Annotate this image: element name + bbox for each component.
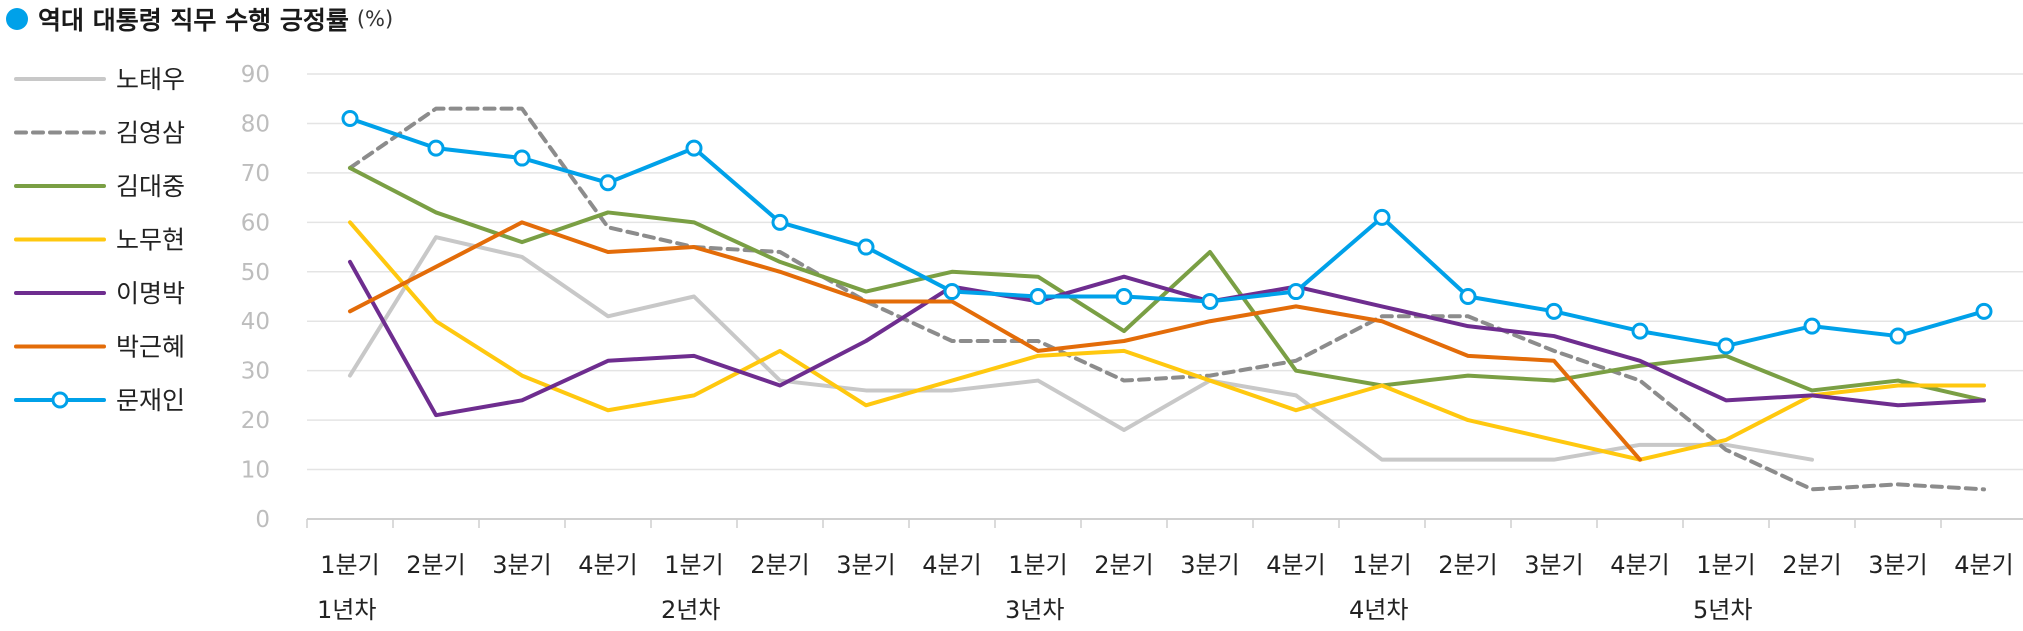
legend-item: 김대중 — [14, 172, 185, 201]
data-point — [427, 139, 445, 157]
series-line — [348, 116, 1986, 348]
data-point — [943, 283, 961, 301]
data-point — [1373, 208, 1391, 226]
data-point — [599, 174, 617, 192]
legend-marker — [51, 391, 69, 409]
x-tick-label: 4분기 — [1954, 551, 2013, 579]
series-line — [348, 259, 1986, 418]
data-point — [1287, 283, 1305, 301]
x-tick-label: 3분기 — [1524, 551, 1583, 579]
legend-item: 김영삼 — [14, 119, 185, 148]
data-point — [1545, 302, 1563, 320]
data-point — [513, 149, 531, 167]
legend-item: 노무현 — [14, 226, 185, 255]
data-point — [1717, 337, 1735, 355]
x-tick-label: 4분기 — [922, 551, 981, 579]
x-tick-label: 1분기 — [1008, 551, 1067, 579]
y-tick-label: 30 — [241, 359, 270, 385]
x-tick-label: 2분기 — [1782, 551, 1841, 579]
y-tick-label: 70 — [241, 161, 270, 187]
x-tick-label: 3분기 — [492, 551, 551, 579]
data-point — [1889, 327, 1907, 345]
y-tick-label: 80 — [241, 111, 270, 137]
legend-item: 문재인 — [14, 386, 185, 415]
legend-label: 박근혜 — [116, 333, 185, 362]
x-tick-label: 4분기 — [1266, 551, 1325, 579]
x-tick-label: 2분기 — [1094, 551, 1153, 579]
data-point — [1631, 322, 1649, 340]
x-tick-label: 2분기 — [750, 551, 809, 579]
legend-item: 이명박 — [14, 279, 185, 308]
series-3 — [348, 220, 1986, 462]
legend-label: 김대중 — [116, 172, 185, 201]
grid-lines — [307, 73, 2023, 520]
series-group — [341, 106, 1993, 492]
series-4 — [348, 259, 1986, 418]
series-line — [348, 165, 1986, 403]
data-point — [685, 139, 703, 157]
series-0 — [348, 235, 1814, 462]
y-tick-label: 90 — [241, 62, 270, 88]
series-line — [348, 235, 1814, 462]
series-2 — [348, 165, 1986, 403]
legend-item: 박근혜 — [14, 333, 185, 362]
legend-label: 김영삼 — [116, 119, 185, 148]
data-point — [1975, 302, 1993, 320]
data-point — [771, 213, 789, 231]
x-tick-label: 3분기 — [836, 551, 895, 579]
legend-label: 문재인 — [116, 386, 185, 415]
x-tick-label: 2분기 — [406, 551, 465, 579]
x-axis: 1분기 2분기 3분기 4분기 1분기 2분기 3분기 4분기 1분기 2분기 3분기 4분기 1분기 2… — [306, 519, 2014, 624]
data-point — [1115, 288, 1133, 305]
chart-title-text: 역대 대통령 직무 수행 긍정률 — [38, 6, 349, 35]
y-tick-label: 50 — [241, 260, 270, 286]
y-tick-label: 40 — [241, 309, 270, 335]
year-label: 5년차 — [1693, 596, 1752, 624]
series-5 — [348, 220, 1642, 462]
year-label: 4년차 — [1349, 596, 1408, 624]
year-label: 3년차 — [1005, 596, 1064, 624]
legend-label: 노태우 — [116, 65, 185, 94]
x-tick-label: 1분기 — [320, 551, 379, 579]
x-tick-label: 4분기 — [1610, 551, 1669, 579]
data-point — [1803, 317, 1821, 335]
series-line — [348, 106, 1986, 492]
y-axis: 0 10 20 30 40 50 60 70 80 90 — [241, 62, 270, 533]
series-line — [348, 220, 1642, 462]
x-tick-label: 1분기 — [664, 551, 723, 579]
x-tick-label: 1분기 — [1352, 551, 1411, 579]
x-tick-label: 1분기 — [1696, 551, 1755, 579]
series-1 — [348, 106, 1986, 492]
year-label: 1년차 — [317, 596, 376, 624]
chart-title: 역대 대통령 직무 수행 긍정률 (%) — [6, 2, 393, 36]
data-point — [1029, 288, 1047, 305]
y-tick-label: 60 — [241, 210, 270, 236]
y-tick-label: 20 — [241, 408, 270, 434]
legend-label: 이명박 — [116, 279, 185, 308]
title-dot-icon — [6, 8, 28, 30]
data-point — [857, 238, 875, 256]
data-point — [341, 110, 359, 127]
series-line — [348, 220, 1986, 462]
legend-item: 노태우 — [14, 65, 185, 94]
x-tick-label: 2분기 — [1438, 551, 1497, 579]
y-tick-label: 10 — [241, 458, 270, 484]
year-label: 2년차 — [661, 596, 720, 624]
data-point — [1201, 292, 1219, 310]
series-6 — [341, 110, 1993, 355]
chart-title-unit: (%) — [356, 7, 394, 31]
x-tick-label: 3분기 — [1868, 551, 1927, 579]
x-tick-label: 4분기 — [578, 551, 637, 579]
y-tick-label: 0 — [255, 507, 270, 533]
legend-label: 노무현 — [116, 226, 185, 255]
x-tick-label: 3분기 — [1180, 551, 1239, 579]
data-point — [1459, 288, 1477, 305]
